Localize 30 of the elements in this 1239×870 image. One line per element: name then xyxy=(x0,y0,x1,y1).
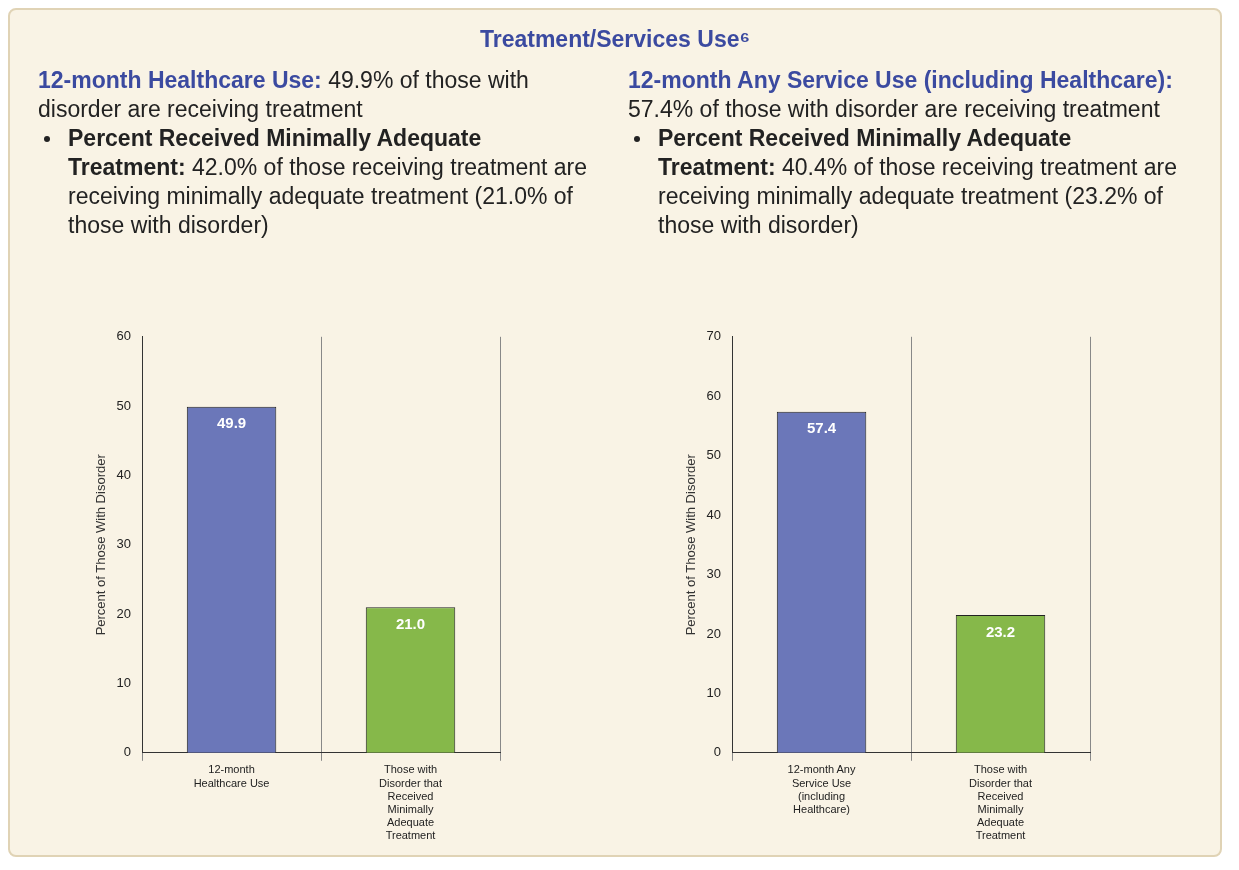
chart-subtitle: 12-month Healthcare Use: 49.9% of those with disorder are receiving treatment xyxy=(38,67,529,122)
text: Percent Received Minimally Adequate Treatment: 40.4% of those receiving treatment are receiving minimally adequate treatment (23.2% of those with disorder) xyxy=(658,125,1178,238)
data-label: 49.9 xyxy=(216,414,247,432)
data-label: 21.0 xyxy=(395,614,426,632)
y-tick-label: 40 xyxy=(116,467,132,483)
x-tick-label: 12-month Healthcare Use xyxy=(193,763,270,789)
y-tick-label: 50 xyxy=(706,447,722,463)
y-tick-label: 60 xyxy=(706,387,722,403)
y-axis-title: Percent of Those With Disorder xyxy=(93,453,109,636)
data-label: 57.4 xyxy=(806,419,837,437)
x-tick-label: Those with Disorder that Received Minimally Adequate Treatment xyxy=(969,763,1033,842)
y-tick-label: 70 xyxy=(706,328,722,344)
y-tick-label: 0 xyxy=(713,744,722,760)
y-tick-label: 20 xyxy=(116,605,132,621)
y-tick-label: 10 xyxy=(116,675,132,691)
text: Treatment/Services Use⁶ xyxy=(478,25,752,54)
text: Percent Received Minimally Adequate Treatment: 42.0% of those receiving treatment are receiving minimally adequate treatment (21.0% of those with disorder) xyxy=(68,125,588,238)
chart-subtitle: 12-month Any Service Use (including Healthcare): 57.4% of those with disorder are receiving treatment xyxy=(628,67,1173,122)
y-tick-label: 30 xyxy=(116,536,132,552)
y-tick-label: 50 xyxy=(116,397,132,413)
y-axis-title: Percent of Those With Disorder xyxy=(683,453,699,636)
y-tick-label: 60 xyxy=(116,328,132,344)
y-tick-label: 10 xyxy=(706,684,722,700)
y-tick-label: 20 xyxy=(706,625,722,641)
y-tick-label: 40 xyxy=(706,506,722,522)
x-tick-label: 12-month Any Service Use (including Healthcare) xyxy=(787,763,856,816)
y-tick-label: 30 xyxy=(706,566,722,582)
x-tick-label: Those with Disorder that Received Minimally Adequate Treatment xyxy=(379,763,443,842)
y-tick-label: 0 xyxy=(123,744,132,760)
data-label: 23.2 xyxy=(985,622,1016,640)
